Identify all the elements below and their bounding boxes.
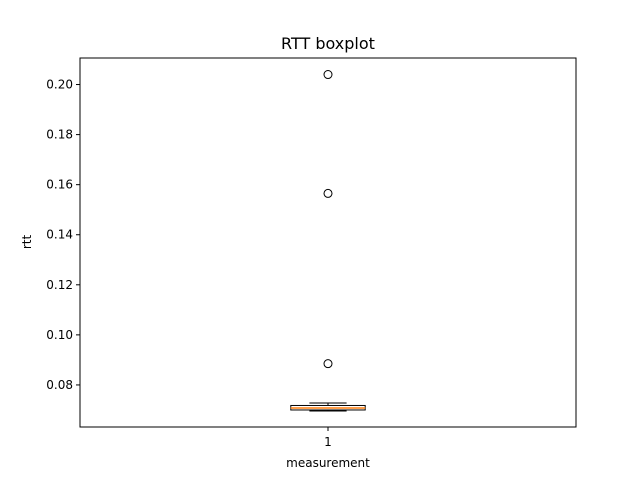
y-axis-label: rtt [20,235,34,250]
y-tick-label: 0.12 [46,278,73,292]
plot-frame [79,57,577,428]
outlier-point [323,188,333,198]
outlier-point [323,359,333,369]
x-axis-label: measurement [286,456,370,470]
y-tick-label: 0.18 [46,128,73,142]
y-tick-label: 0.20 [46,78,73,92]
outlier-point [323,70,333,80]
y-tick-label: 0.10 [46,328,73,342]
chart-title: RTT boxplot [281,34,375,53]
y-tick-label: 0.16 [46,178,73,192]
y-tick-label: 0.14 [46,228,73,242]
x-tick-label: 1 [324,435,332,449]
plot-area [290,70,366,412]
y-tick-label: 0.08 [46,378,73,392]
